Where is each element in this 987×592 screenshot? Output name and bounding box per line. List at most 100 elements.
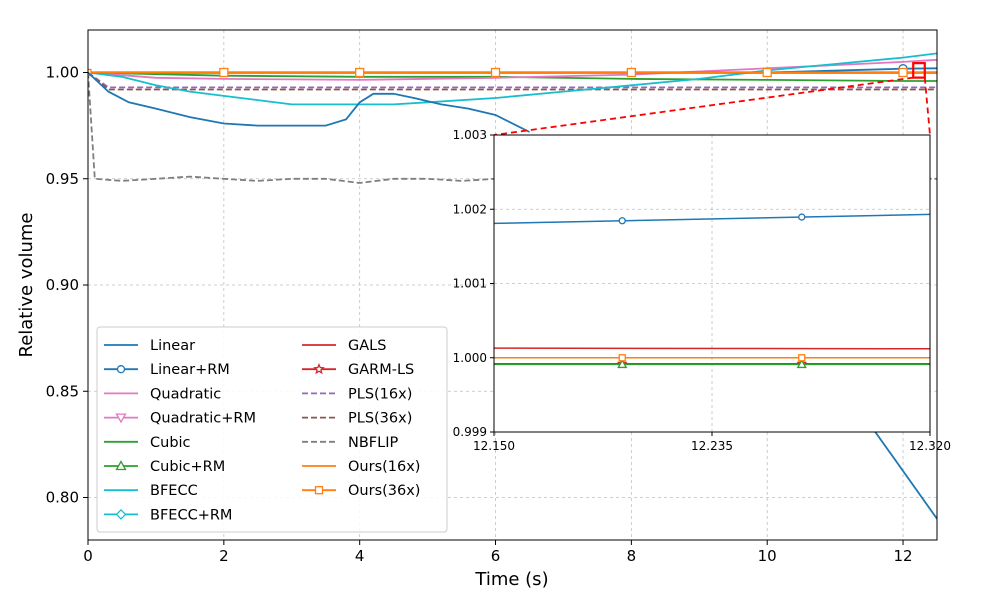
series-line-nbflip xyxy=(88,72,564,184)
legend-item-garm-ls: GARM-LS xyxy=(302,362,414,378)
legend-item-quadratic-rm: Quadratic+RM xyxy=(104,411,256,427)
legend-item-linear: Linear xyxy=(104,338,195,354)
series-ours-36x xyxy=(88,67,937,78)
zoom-region-box xyxy=(912,62,926,79)
legend-label: PLS(36x) xyxy=(348,411,412,427)
legend-label: Cubic xyxy=(150,435,191,451)
inset-axis-ticks: 12.150 12.235 12.320 0.999 1.000 1.001 1.002 1.… xyxy=(453,128,951,453)
zoom-connector-line xyxy=(923,77,931,136)
legend-marker xyxy=(116,365,126,374)
inset-y-tick-label: 1.002 xyxy=(453,202,487,216)
inset-line-gals xyxy=(494,347,930,350)
legend-label: Cubic+RM xyxy=(150,459,225,475)
legend-label: Quadratic+RM xyxy=(150,411,256,427)
data-point-ours-36x xyxy=(88,68,92,77)
legend-label: Ours(16x) xyxy=(348,459,420,475)
legend-item-quadratic: Quadratic xyxy=(104,386,221,402)
x-tick-label: 8 xyxy=(627,547,637,565)
x-tick-label: 10 xyxy=(758,547,777,565)
legend-item-cubic: Cubic xyxy=(104,435,191,451)
legend-label: Linear+RM xyxy=(150,362,230,378)
legend-item-nbflip: NBFLIP xyxy=(302,435,398,451)
inset-y-tick-label: 1.003 xyxy=(453,128,487,142)
legend-item-ours-16x: Ours(16x) xyxy=(302,459,420,475)
legend-box xyxy=(96,326,448,533)
legend-item-pls-16x: PLS(16x) xyxy=(302,386,412,402)
data-point-ours-36x xyxy=(355,67,365,78)
y-tick-label: 0.90 xyxy=(46,276,79,294)
series-quadratic xyxy=(88,58,937,81)
x-tick-label: 2 xyxy=(219,547,229,565)
y-tick-label: 0.95 xyxy=(46,170,79,188)
legend-label: Ours(36x) xyxy=(348,483,420,499)
inset-y-tick-label: 1.000 xyxy=(453,351,487,365)
inset-point-ours-36x xyxy=(798,354,806,362)
series-pls-16x xyxy=(88,71,937,89)
legend-marker xyxy=(314,486,324,495)
legend-label: PLS(16x) xyxy=(348,386,412,402)
inset-series-group xyxy=(494,213,930,369)
x-tick-label: 4 xyxy=(355,547,365,565)
legend-marker xyxy=(115,508,127,520)
inset-x-tick-label: 12.150 xyxy=(473,439,515,453)
legend-label: BFECC+RM xyxy=(150,507,232,523)
inset-point-ours-36x xyxy=(618,354,626,362)
main-series-group xyxy=(88,52,937,520)
data-point-ours-36x xyxy=(762,67,772,78)
series-pls-36x xyxy=(88,71,937,91)
inset-series-gals xyxy=(494,347,930,350)
legend-marker xyxy=(313,363,325,375)
x-tick-label: 12 xyxy=(893,547,912,565)
series-linear xyxy=(88,71,530,133)
inset-series-ours-36x xyxy=(494,354,930,362)
legend-label: BFECC xyxy=(150,483,198,499)
inset-series-cubic-rm xyxy=(494,359,930,369)
series-line-pls-16x xyxy=(88,71,937,89)
inset-point-cubic-rm xyxy=(796,359,807,369)
legend: Linear Linear+RM Quadratic Quadratic+RM Cubi… xyxy=(96,326,448,533)
x-axis-title: Time (s) xyxy=(474,569,548,590)
inset-point-linear-rm xyxy=(618,217,626,225)
series-line-quadratic xyxy=(88,58,937,81)
data-point-ours-36x xyxy=(219,67,229,78)
zoom-connector-lines xyxy=(493,62,931,136)
legend-label: GARM-LS xyxy=(348,362,414,378)
inset-zoom-panel: 12.150 12.235 12.320 0.999 1.000 1.001 1.002 1.… xyxy=(453,128,951,453)
legend-label: NBFLIP xyxy=(348,435,398,451)
series-nbflip xyxy=(88,72,564,184)
inset-series-linear-rm xyxy=(494,213,930,225)
legend-item-bfecc: BFECC xyxy=(104,483,198,499)
inset-line-linear-rm xyxy=(494,213,930,225)
inset-x-tick-label: 12.320 xyxy=(909,439,951,453)
legend-item-linear-rm: Linear+RM xyxy=(104,362,230,378)
legend-item-gals: GALS xyxy=(302,338,386,354)
series-line-cubic xyxy=(88,71,937,82)
inset-x-tick-label: 12.235 xyxy=(691,439,733,453)
inset-y-tick-label: 1.001 xyxy=(453,277,487,291)
x-tick-label: 0 xyxy=(83,547,93,565)
legend-item-cubic-rm: Cubic+RM xyxy=(104,459,225,475)
series-line-linear xyxy=(88,71,530,133)
zoom-connector-line xyxy=(493,76,914,136)
inset-point-linear-rm xyxy=(798,213,806,221)
x-tick-label: 6 xyxy=(491,547,501,565)
legend-label: Linear xyxy=(150,338,195,354)
y-tick-label: 0.85 xyxy=(46,382,79,400)
data-point-ours-36x xyxy=(898,67,908,78)
legend-label: GALS xyxy=(348,338,386,354)
legend-item-ours-36x: Ours(36x) xyxy=(302,483,420,499)
legend-marker xyxy=(115,413,127,424)
data-point-ours-36x xyxy=(626,67,637,78)
legend-item-bfecc-rm: BFECC+RM xyxy=(104,507,232,523)
main-axis-ticks: 0 2 4 6 8 10 12 0.80 0.85 0.90 0.95 1.00 xyxy=(46,64,913,566)
y-axis-title: Relative volume xyxy=(16,213,37,358)
y-tick-label: 1.00 xyxy=(46,64,79,82)
inset-point-cubic-rm xyxy=(617,359,628,369)
series-line-pls-36x xyxy=(88,71,937,91)
legend-marker xyxy=(115,460,127,471)
inset-y-tick-label: 0.999 xyxy=(453,425,487,439)
legend-label: Quadratic xyxy=(150,386,221,402)
data-point-ours-36x xyxy=(490,67,501,78)
legend-item-pls-36x: PLS(36x) xyxy=(302,411,412,427)
